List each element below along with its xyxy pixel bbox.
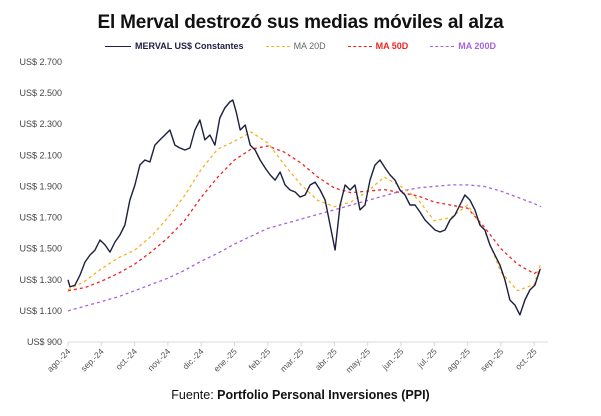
y-tick-label: US$ 2.500 xyxy=(19,88,62,98)
x-tick-label: oct.-24 xyxy=(114,346,140,372)
chart-legend: MERVAL US$ Constantes MA 20D MA 50D MA 2… xyxy=(0,41,601,51)
legend-label-ma50: MA 50D xyxy=(375,41,409,51)
legend-item-merval: MERVAL US$ Constantes xyxy=(105,41,244,51)
source-note: Fuente: Portfolio Personal Inversiones (… xyxy=(0,388,601,402)
y-tick-label: US$ 1.500 xyxy=(19,244,62,254)
x-tick-label: oct.-25 xyxy=(513,346,539,372)
y-tick-label: US$ 2.700 xyxy=(19,57,62,67)
series-line-ma-200d xyxy=(67,184,542,312)
legend-label-ma200: MA 200D xyxy=(458,41,496,51)
legend-swatch-ma20 xyxy=(265,45,290,47)
x-tick-label: abr.-25 xyxy=(313,346,339,372)
legend-item-ma20: MA 20D xyxy=(265,41,326,51)
x-tick-label: jun.-25 xyxy=(379,346,405,372)
x-tick-label: dic.-24 xyxy=(181,346,206,371)
x-tick-label: may.-25 xyxy=(344,346,373,375)
legend-label-merval: MERVAL US$ Constantes xyxy=(135,41,244,51)
source-name: Portfolio Personal Inversiones (PPI) xyxy=(217,388,430,402)
x-tick-label: feb.-25 xyxy=(246,346,272,372)
series-line-ma-20d xyxy=(67,131,542,292)
legend-swatch-ma200 xyxy=(430,45,455,47)
legend-swatch-merval xyxy=(105,45,132,47)
y-tick-label: US$ 1.300 xyxy=(19,275,62,285)
y-tick-label: US$ 2.100 xyxy=(19,150,62,160)
legend-label-ma20: MA 20D xyxy=(293,41,326,51)
series-line-ma-50d xyxy=(67,145,542,292)
x-tick-label: nov.-24 xyxy=(146,346,173,373)
x-axis: ago.-24 sep.-24 oct.-24 nov.-24 dic.-24 ene.-… xyxy=(45,341,548,375)
legend-item-ma200: MA 200D xyxy=(430,41,496,51)
y-tick-label: US$ 900 xyxy=(27,337,62,347)
y-tick-label: US$ 1.700 xyxy=(19,213,62,223)
source-prefix: Fuente: xyxy=(171,388,218,402)
y-axis: US$ 900 US$ 1.100 US$ 1.300 US$ 1.500 US$ 1.… xyxy=(19,57,62,347)
series-line-merval-us-constantes xyxy=(67,99,541,316)
chart-title: El Merval destrozó sus medias móviles al… xyxy=(97,12,504,33)
legend-swatch-ma50 xyxy=(347,45,372,47)
y-tick-label: US$ 2.300 xyxy=(19,119,62,129)
x-tick-label: ago.-25 xyxy=(445,346,473,374)
x-tick-label: sep.-25 xyxy=(478,346,505,373)
x-tick-label: mar.-25 xyxy=(278,346,306,374)
series-lines xyxy=(67,99,542,316)
y-tick-label: US$ 1.900 xyxy=(19,181,62,191)
legend-item-ma50: MA 50D xyxy=(347,41,409,51)
x-tick-label: ene.-25 xyxy=(211,346,239,374)
x-tick-label: jul.-25 xyxy=(415,346,439,370)
y-tick-label: US$ 1.100 xyxy=(19,306,62,316)
x-tick-label: ago.-24 xyxy=(45,346,73,374)
x-tick-label: sep.-24 xyxy=(79,346,106,373)
